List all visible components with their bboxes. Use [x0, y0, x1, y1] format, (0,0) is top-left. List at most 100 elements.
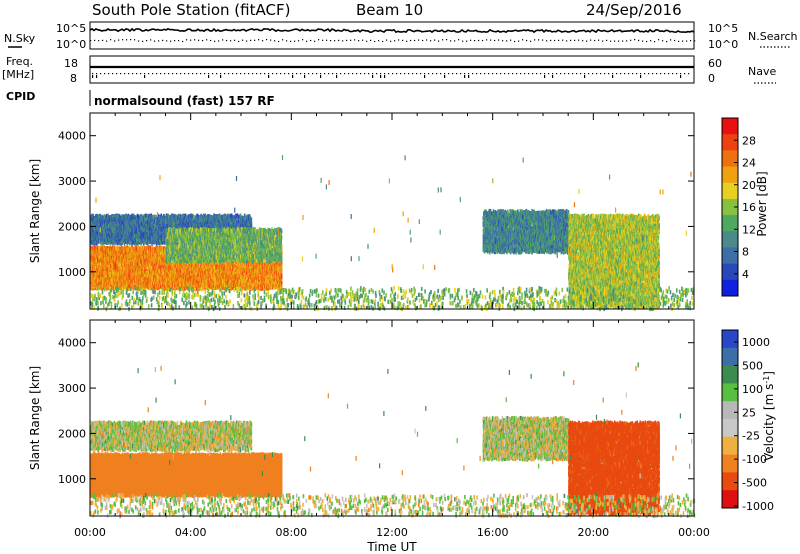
nsearch-dot	[526, 40, 527, 41]
nave-dot	[600, 73, 601, 74]
nave-dot	[656, 73, 657, 74]
nave-dot	[152, 73, 153, 74]
nsearch-dot	[274, 40, 275, 41]
nave-dot	[332, 73, 333, 74]
nave-dot	[112, 73, 113, 74]
nsearch-dot	[126, 39, 127, 40]
nsearch-dot	[574, 40, 575, 41]
nave-dot	[368, 73, 369, 74]
nave-dot	[200, 73, 201, 74]
nave-dot	[340, 73, 341, 74]
nsearch-dot	[326, 40, 327, 41]
nsearch-dot	[662, 40, 663, 41]
nave-dot	[96, 73, 97, 74]
nsearch-dot	[582, 40, 583, 41]
nsearch-dot	[502, 40, 503, 41]
nave-dot	[564, 73, 565, 74]
nsearch-dot	[462, 41, 463, 42]
nsearch-dot	[602, 41, 603, 42]
nsearch-dot	[142, 41, 143, 42]
nave-dot	[352, 73, 353, 74]
nave-dot	[576, 73, 577, 74]
power-marks	[90, 155, 694, 311]
nsearch-dot	[626, 40, 627, 41]
nsearch-dot	[98, 40, 99, 41]
cpid-text: normalsound (fast) 157 RF	[94, 94, 275, 108]
nsearch-dot	[282, 39, 283, 40]
nave-dot	[336, 73, 337, 74]
freq-panel	[90, 56, 694, 83]
nsearch-dot	[198, 40, 199, 41]
nave-tick-bottom: 0	[708, 72, 715, 85]
nave-dot	[440, 73, 441, 74]
nave-dot	[420, 73, 421, 74]
nave-dot	[448, 73, 449, 74]
nsearch-dot	[570, 40, 571, 41]
nave-dot	[312, 73, 313, 74]
nave-dot	[456, 73, 457, 74]
nave-dip	[640, 75, 641, 78]
nsearch-dot	[202, 40, 203, 41]
nave-dot	[208, 73, 209, 74]
nave-dot	[292, 73, 293, 74]
nsearch-dot	[310, 40, 311, 41]
nave-dot	[504, 73, 505, 74]
nsearch-dot	[522, 39, 523, 40]
nsearch-dot	[90, 40, 91, 41]
nave-dot	[508, 73, 509, 74]
nsearch-dot	[558, 40, 559, 41]
nsearch-dot	[358, 40, 359, 41]
nave-dip	[372, 75, 373, 78]
nsearch-dot	[674, 40, 675, 41]
nave-dot	[536, 73, 537, 74]
nsearch-dot	[670, 39, 671, 40]
nave-dot	[100, 73, 101, 74]
nave-dot	[404, 73, 405, 74]
nave-dot	[268, 73, 269, 74]
nave-dot	[264, 73, 265, 74]
nave-dot	[396, 73, 397, 74]
nsearch-dot	[194, 39, 195, 40]
nave-dot	[236, 73, 237, 74]
nsearch-dot	[290, 41, 291, 42]
nave-dot	[220, 73, 221, 74]
nsky-line	[90, 29, 694, 32]
nsearch-dot	[610, 41, 611, 42]
nave-dot	[584, 73, 585, 74]
nave-dot	[624, 73, 625, 74]
nsearch-dot	[530, 41, 531, 42]
nsearch-dot	[566, 40, 567, 41]
nsearch-dot	[402, 40, 403, 41]
nsearch-dot	[226, 40, 227, 41]
nave-dot	[640, 73, 641, 74]
nsearch-dot	[334, 40, 335, 41]
nave-dot	[212, 73, 213, 74]
nsearch-dot	[150, 39, 151, 40]
nsearch-dot	[186, 39, 187, 40]
nave-dot	[384, 73, 385, 74]
nsearch-dot	[206, 39, 207, 40]
cpid-label: CPID	[6, 90, 35, 103]
nave-dot	[568, 73, 569, 74]
nsearch-dot	[686, 41, 687, 42]
nsearch-dot	[594, 40, 595, 41]
nsearch-dot	[114, 40, 115, 41]
nave-dot	[168, 73, 169, 74]
nave-dot	[560, 73, 561, 74]
nave-dip	[336, 75, 337, 78]
nsearch-dot	[298, 40, 299, 41]
nsearch-dot	[330, 40, 331, 41]
nsky-label: N.Sky	[4, 32, 36, 45]
nave-dip	[544, 75, 545, 78]
nsearch-dot	[314, 41, 315, 42]
nsearch-dot	[302, 39, 303, 40]
nsearch-dot	[418, 40, 419, 41]
nsky-trace	[90, 29, 695, 42]
nave-dot	[128, 73, 129, 74]
nsearch-dot	[690, 40, 691, 41]
nsearch-dot	[174, 40, 175, 41]
nave-dot	[240, 73, 241, 74]
nave-dot	[192, 73, 193, 74]
nsearch-dot	[146, 40, 147, 41]
nave-tick-top: 60	[708, 57, 722, 70]
